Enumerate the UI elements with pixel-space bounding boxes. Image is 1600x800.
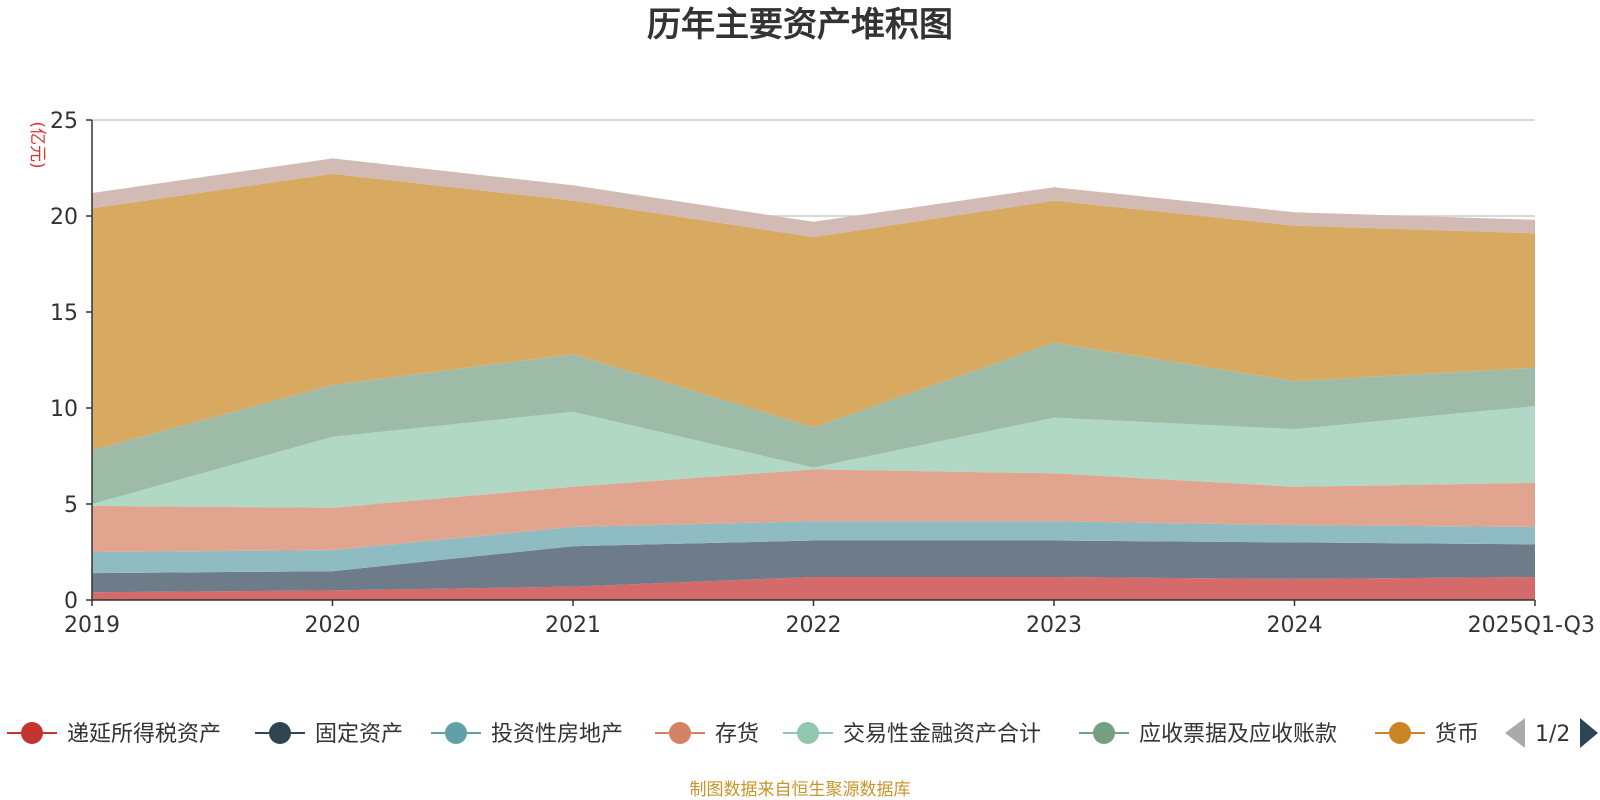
x-tick-label: 2024 [1267,613,1323,638]
x-tick-label: 2020 [305,613,361,638]
y-tick-label: 0 [64,589,78,614]
x-tick-label: 2025Q1-Q3 [1468,613,1595,638]
area-series-4 [92,406,1535,508]
legend-item-5[interactable]: 应收票据及应收账款 [1079,722,1337,747]
legend-item-3[interactable]: 存货 [655,722,759,747]
legend-next-page-icon[interactable] [1580,718,1598,748]
data-source-note: 制图数据来自恒生聚源数据库 [690,780,911,800]
legend: 递延所得税资产 固定资产 投资性房地产 存货 交易性金融资产合计 应收票据及应收账款 货币 1… [7,718,1598,748]
area-series-6 [92,173,1535,451]
y-tick-label: 10 [50,397,78,422]
x-tick-label: 2021 [545,613,601,638]
legend-label: 投资性房地产 [491,722,623,747]
axes: 0 5 10 15 20 25 2019 2020 2021 2022 2023 2024 2025Q1… [50,109,1595,638]
chart-title: 历年主要资产堆积图 [647,5,953,45]
legend-marker-icon [669,722,691,744]
legend-item-6[interactable]: 货币 [1375,722,1479,747]
legend-marker-icon [1093,722,1115,744]
legend-label: 固定资产 [315,722,403,747]
y-axis-unit: (亿元) [27,121,47,168]
legend-marker-icon [269,722,291,744]
area-series-0 [92,577,1535,600]
legend-label: 货币 [1435,722,1479,747]
x-tick-label: 2022 [786,613,842,638]
y-tick-label: 5 [64,493,78,518]
legend-marker-icon [1389,722,1411,744]
area-layers [92,158,1535,600]
x-tick-label: 2023 [1026,613,1082,638]
legend-marker-icon [797,722,819,744]
legend-label: 交易性金融资产合计 [843,722,1041,747]
legend-item-1[interactable]: 固定资产 [255,722,403,747]
legend-label: 递延所得税资产 [67,722,221,747]
y-tick-label: 20 [50,205,78,230]
legend-label: 存货 [715,722,759,747]
area-series-1 [92,540,1535,593]
area-series-2 [92,521,1535,574]
area-series-3 [92,469,1535,552]
legend-page-indicator: 1/2 [1535,722,1570,747]
area-series-7 [92,158,1535,238]
legend-item-4[interactable]: 交易性金融资产合计 [783,722,1041,747]
legend-marker-icon [445,722,467,744]
area-series-5 [92,342,1535,504]
legend-label: 应收票据及应收账款 [1139,722,1337,747]
y-tick-label: 25 [50,109,78,134]
legend-item-0[interactable]: 递延所得税资产 [7,722,221,747]
legend-prev-page-icon[interactable] [1505,718,1525,748]
legend-marker-icon [21,722,43,744]
y-tick-label: 15 [50,301,78,326]
legend-item-2[interactable]: 投资性房地产 [431,722,623,747]
x-tick-label: 2019 [64,613,120,638]
